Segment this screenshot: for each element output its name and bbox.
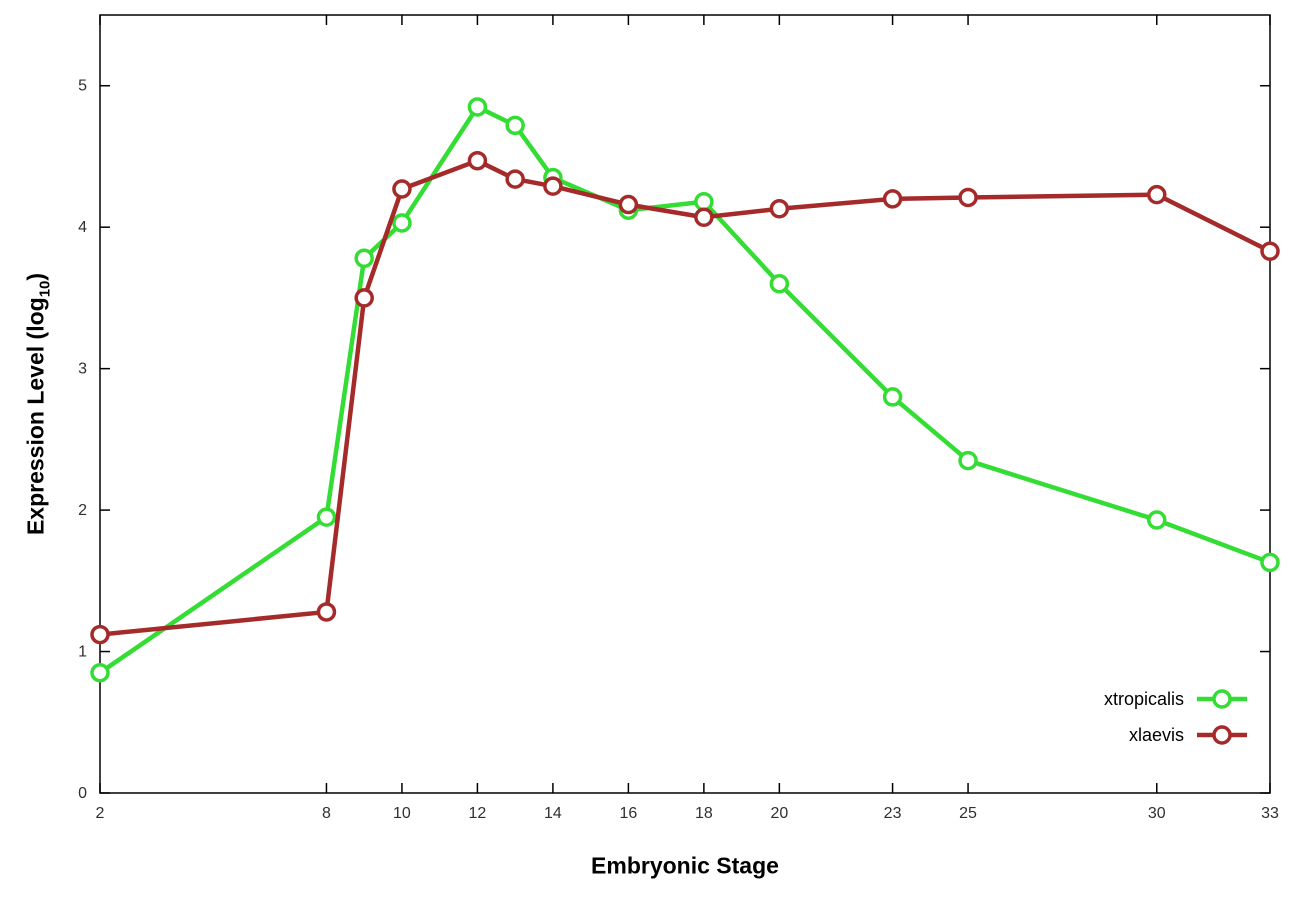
x-tick-label: 14 — [544, 805, 562, 822]
data-point-xtropicalis — [90, 663, 110, 683]
x-tick-label: 20 — [770, 805, 788, 822]
legend-label-xtropicalis: xtropicalis — [1103, 688, 1184, 709]
data-point-xtropicalis — [505, 115, 525, 136]
y-axis-title: Expression Level (log10) — [23, 273, 54, 535]
data-point-xlaevis — [505, 169, 525, 189]
legend-item-xtropicalis: xtropicalis — [1104, 684, 1250, 714]
y-tick-label: 4 — [78, 219, 87, 236]
x-tick-label: 18 — [695, 805, 713, 822]
data-point-xlaevis — [316, 602, 337, 622]
data-point-xlaevis — [618, 194, 639, 215]
data-point-xlaevis — [467, 150, 488, 171]
legend-label-xlaevis: xlaevis — [1128, 724, 1184, 745]
y-axis-title-text: Expression Level (log — [22, 297, 49, 536]
data-point-xtropicalis — [882, 387, 903, 407]
y-axis-title-subscript: 10 — [36, 280, 54, 298]
y-axis-title-suffix: ) — [22, 272, 49, 281]
data-point-xlaevis — [882, 189, 903, 209]
x-tick-label: 8 — [322, 805, 331, 822]
x-tick-label: 16 — [619, 805, 637, 822]
x-tick-label: 2 — [96, 805, 105, 822]
data-point-xtropicalis — [354, 248, 374, 269]
x-axis-title: Embryonic Stage — [591, 852, 779, 879]
y-tick-label: 0 — [78, 785, 87, 802]
x-tick-label: 30 — [1148, 805, 1166, 822]
x-tick-label: 10 — [393, 805, 411, 822]
data-point-xlaevis — [392, 179, 412, 199]
series-line-xtropicalis — [97, 104, 1273, 676]
data-point-xtropicalis — [392, 213, 412, 233]
data-point-xlaevis — [694, 207, 714, 228]
data-point-xtropicalis — [316, 507, 337, 527]
y-tick-label: 3 — [78, 361, 87, 378]
data-point-xlaevis — [90, 624, 110, 645]
data-point-xtropicalis — [467, 97, 488, 117]
data-point-xlaevis — [769, 199, 790, 219]
data-point-xtropicalis — [1260, 552, 1280, 573]
data-point-xtropicalis — [1147, 510, 1167, 530]
legend-item-xlaevis: xlaevis — [1104, 720, 1250, 750]
x-tick-label: 25 — [959, 805, 977, 822]
y-tick-label: 2 — [78, 502, 87, 519]
legend-marker-xtropicalis — [1197, 689, 1247, 709]
data-point-xlaevis — [1260, 241, 1280, 261]
data-point-xtropicalis — [769, 274, 790, 294]
legend-marker-xlaevis — [1197, 725, 1247, 745]
data-point-xlaevis — [543, 176, 563, 196]
data-point-xlaevis — [354, 288, 374, 308]
x-tick-label: 23 — [884, 805, 902, 822]
x-tick-label: 12 — [469, 805, 487, 822]
x-tick-label: 33 — [1261, 805, 1279, 822]
plot-border — [99, 14, 1271, 794]
y-tick-label: 1 — [78, 644, 87, 661]
series-line-xlaevis — [97, 158, 1273, 637]
y-tick-label: 5 — [78, 78, 87, 95]
legend: xtropicalis xlaevis — [1104, 684, 1250, 750]
data-point-xtropicalis — [958, 450, 978, 471]
data-point-xlaevis — [958, 187, 978, 208]
data-point-xlaevis — [1147, 184, 1167, 205]
data-point-xtropicalis — [694, 191, 714, 212]
